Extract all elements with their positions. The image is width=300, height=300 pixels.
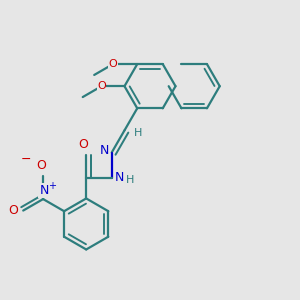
Text: O: O (8, 204, 18, 217)
Text: O: O (109, 59, 117, 69)
Text: N: N (99, 144, 109, 157)
Text: H: H (125, 175, 134, 185)
Text: −: − (21, 153, 31, 166)
Text: +: + (48, 181, 56, 191)
Text: N: N (39, 184, 49, 197)
Text: H: H (134, 128, 143, 138)
Text: N: N (115, 170, 124, 184)
Text: O: O (36, 159, 46, 172)
Text: O: O (78, 138, 88, 151)
Text: O: O (97, 81, 106, 91)
